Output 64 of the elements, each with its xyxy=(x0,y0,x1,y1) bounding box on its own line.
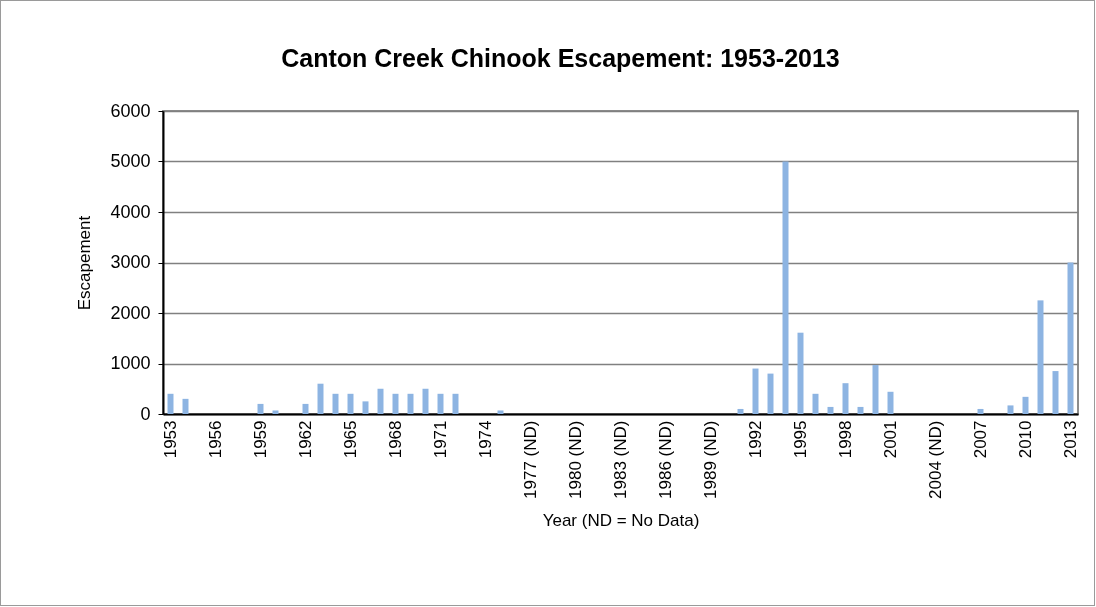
bar xyxy=(737,408,744,414)
x-tick-label: 1980 (ND) xyxy=(565,420,585,499)
x-tick-label: 2001 xyxy=(880,420,900,459)
x-tick-label: 1974 xyxy=(475,420,495,459)
bar xyxy=(392,393,399,414)
x-tick-label: 1989 (ND) xyxy=(700,420,720,499)
x-tick-label: 1965 xyxy=(340,420,360,459)
chart-title: Canton Creek Chinook Escapement: 1953-2013 xyxy=(281,44,840,72)
bar xyxy=(302,403,309,414)
y-tick-label: 1000 xyxy=(110,353,151,373)
bar xyxy=(422,388,429,414)
x-tick-label: 1992 xyxy=(745,420,765,459)
bar xyxy=(347,393,354,414)
x-tick-label: 1995 xyxy=(790,420,810,459)
x-tick-label: 2007 xyxy=(970,420,990,459)
x-axis-title: Year (ND = No Data) xyxy=(542,510,700,530)
bar xyxy=(332,393,339,414)
y-tick-label: 5000 xyxy=(110,151,151,171)
bar xyxy=(362,401,369,414)
bar xyxy=(977,408,984,414)
bar xyxy=(1022,396,1029,414)
bar xyxy=(317,383,324,414)
x-tick-label: 1998 xyxy=(835,420,855,459)
bar xyxy=(1052,371,1059,414)
y-tick-label: 4000 xyxy=(110,201,151,222)
x-tick-label: 1977 (ND) xyxy=(520,420,540,499)
y-tick-label: 3000 xyxy=(110,252,151,272)
bar xyxy=(797,332,804,414)
x-tick-label: 1986 (ND) xyxy=(655,420,675,499)
bar xyxy=(857,406,864,414)
bar xyxy=(182,398,189,414)
x-tick-label: 2010 xyxy=(1015,420,1035,459)
bar xyxy=(407,393,414,414)
bar xyxy=(437,393,444,414)
x-tick-label: 1962 xyxy=(295,420,315,459)
bar xyxy=(1007,405,1014,414)
y-tick-label: 2000 xyxy=(110,302,151,323)
bar xyxy=(782,161,789,414)
bar xyxy=(497,410,504,414)
bar xyxy=(812,393,819,414)
bar xyxy=(257,403,264,414)
bar xyxy=(1067,262,1074,414)
x-tick-label: 2004 (ND) xyxy=(925,420,945,499)
bar xyxy=(827,406,834,414)
y-tick-label: 6000 xyxy=(110,100,151,121)
bar xyxy=(872,365,879,414)
bar xyxy=(377,388,384,414)
x-tick-label: 1956 xyxy=(205,420,225,459)
x-tick-label: 1953 xyxy=(160,420,180,459)
bar xyxy=(752,368,759,414)
x-tick-label: 1971 xyxy=(430,420,450,459)
bar xyxy=(767,373,774,414)
bar xyxy=(887,391,894,414)
x-tick-label: 1968 xyxy=(385,420,405,459)
bar xyxy=(1037,300,1044,414)
x-tick-label: 1983 (ND) xyxy=(610,420,630,499)
x-tick-label: 1959 xyxy=(250,420,270,459)
bar xyxy=(842,383,849,414)
bar xyxy=(167,393,174,414)
y-tick-label: 0 xyxy=(140,403,151,424)
y-axis-title: Escapement xyxy=(75,215,95,311)
bar xyxy=(272,410,279,414)
bar xyxy=(452,393,459,414)
x-tick-label: 2013 xyxy=(1060,420,1080,459)
